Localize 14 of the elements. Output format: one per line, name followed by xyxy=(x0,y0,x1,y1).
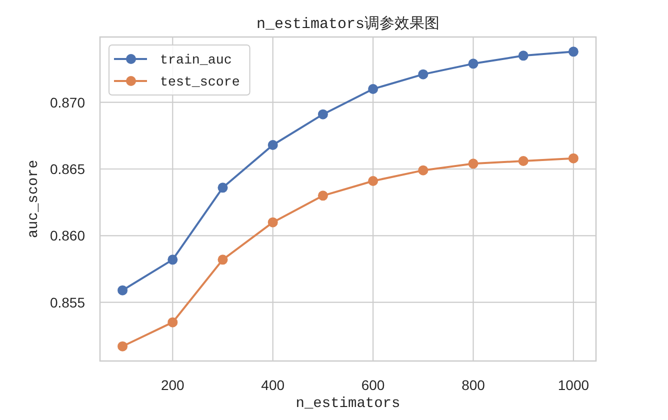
x-tick-label: 800 xyxy=(462,377,486,393)
legend-label: train_auc xyxy=(160,52,232,68)
y-tick-label: 0.870 xyxy=(50,94,86,110)
y-tick-label: 0.865 xyxy=(50,161,86,177)
y-axis-title: auc_score xyxy=(26,160,42,238)
x-tick-label: 200 xyxy=(160,377,185,393)
y-tick-label: 0.860 xyxy=(50,228,86,244)
legend-label: test_score xyxy=(160,74,240,90)
y-tick-label: 0.855 xyxy=(50,294,86,310)
x-axis-title: n_estimators xyxy=(296,396,400,412)
x-tick-label: 1000 xyxy=(558,377,590,393)
x-tick-label: 600 xyxy=(361,377,385,393)
chart-title: n_estimators调参效果图 xyxy=(256,15,440,33)
x-tick-label: 400 xyxy=(261,377,285,393)
